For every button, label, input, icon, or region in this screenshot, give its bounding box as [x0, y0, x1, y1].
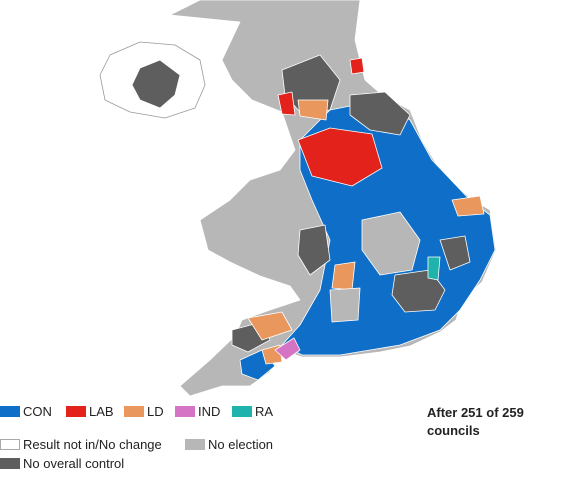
legend-item: IND	[175, 404, 220, 419]
ld-north	[297, 99, 329, 121]
legend-item: LD	[124, 404, 164, 419]
legend-label: RA	[255, 404, 274, 419]
noc-midlands	[297, 224, 331, 276]
legend-swatch	[66, 406, 86, 417]
no-election-england	[361, 211, 421, 276]
ld-midlands	[331, 261, 356, 291]
legend-item: LAB	[66, 404, 114, 419]
status-text: After 251 of 259 councils	[427, 405, 524, 438]
northern-ireland-noc	[131, 59, 181, 109]
legend-item: Result not in/No change	[0, 437, 162, 452]
lab-cumbria	[277, 91, 296, 116]
legend-item: RA	[232, 404, 273, 419]
legend-label: LAB	[89, 404, 114, 419]
legend-swatch	[232, 406, 252, 417]
legend-swatch	[0, 439, 20, 450]
noc-yorkshire	[349, 91, 411, 136]
no-election-south	[329, 287, 361, 323]
legend-swatch	[0, 406, 20, 417]
legend-swatch	[124, 406, 144, 417]
legend-item: CON	[0, 404, 52, 419]
ld-southwest	[247, 311, 293, 341]
legend-item: No overall control	[0, 456, 124, 471]
legend-label: LD	[147, 404, 164, 419]
ld-east	[451, 195, 485, 217]
lab-northwest	[297, 127, 383, 187]
legend-item: No election	[185, 437, 273, 452]
noc-east	[439, 235, 471, 271]
legend-label: CON	[23, 404, 52, 419]
legend-swatch	[0, 458, 20, 469]
legend-label: No overall control	[23, 456, 125, 471]
ra-east	[427, 256, 441, 281]
lab-northeast	[349, 57, 365, 75]
ind-devon	[274, 337, 301, 361]
legend-label: IND	[198, 404, 221, 419]
legend-swatch	[185, 439, 205, 450]
legend-swatch	[175, 406, 195, 417]
legend-label: No election	[208, 437, 274, 452]
legend-label: Result not in/No change	[23, 437, 162, 452]
election-map	[99, 0, 497, 397]
